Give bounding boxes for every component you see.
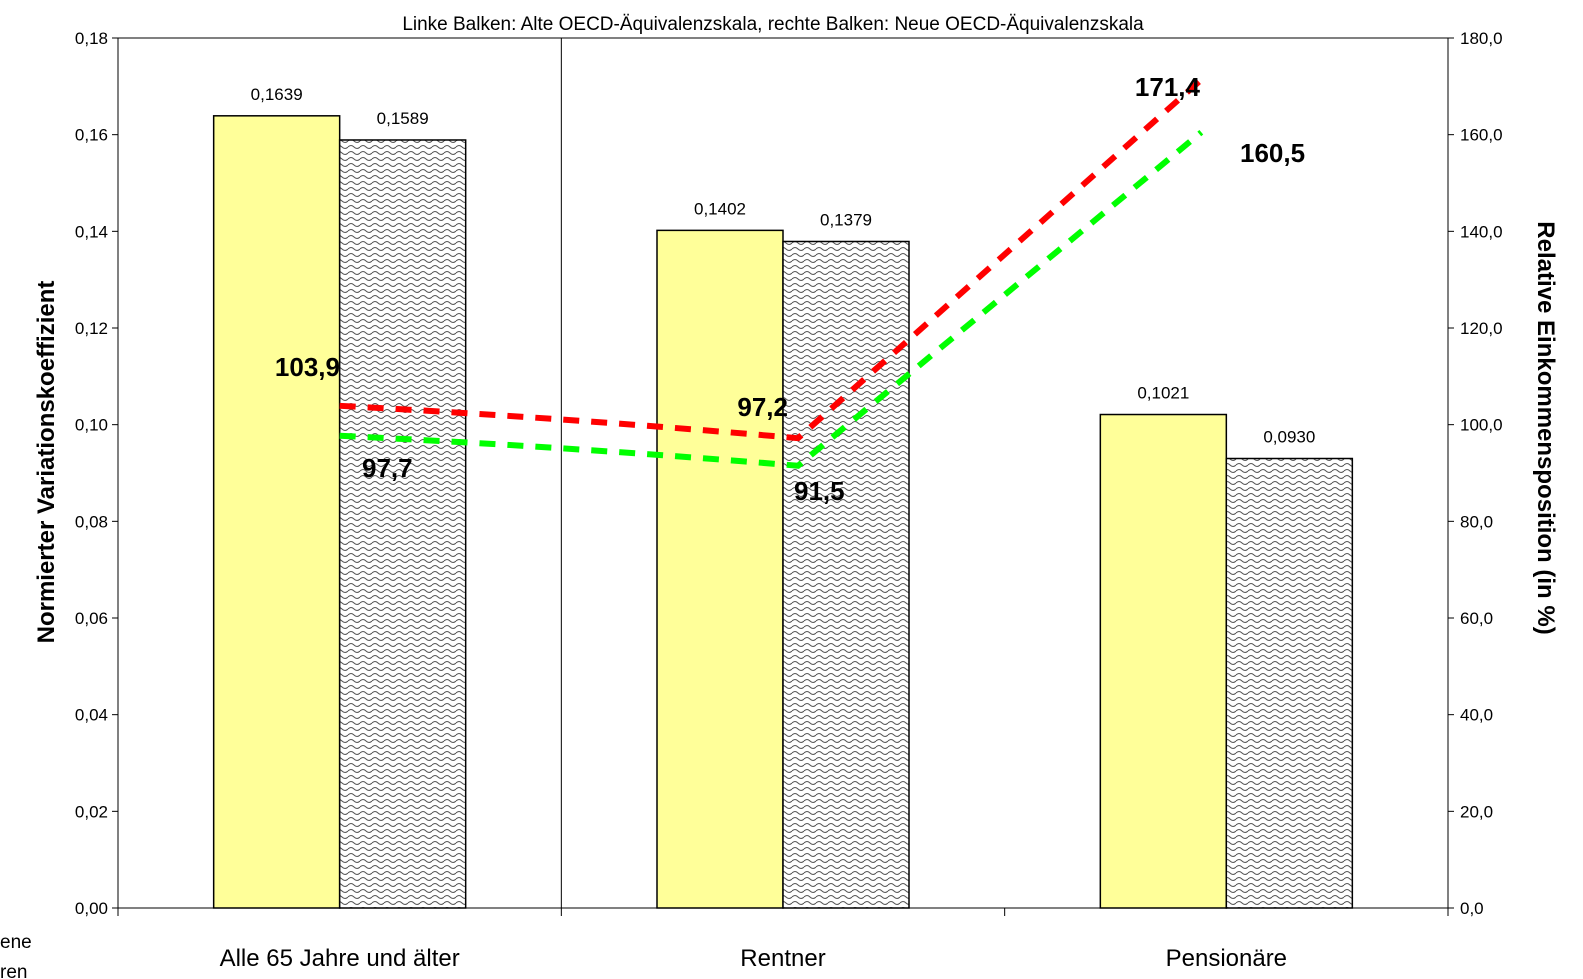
series-line [339, 129, 1204, 469]
y2-axis-label: Relative Einkommensposition (in %) [1532, 221, 1559, 634]
y-tick-label: 0,18 [75, 29, 108, 48]
y2-tick-label: 0,0 [1460, 899, 1484, 918]
y2-tick-label: 20,0 [1460, 802, 1493, 821]
y-tick-label: 0,08 [75, 512, 108, 531]
y-tick-label: 0,10 [75, 416, 108, 435]
bar [1099, 413, 1228, 909]
line-value-label: 171,4 [1135, 72, 1201, 102]
cutoff-text-1: ene [0, 932, 32, 953]
line-value-label: 103,9 [275, 352, 340, 382]
y2-tick-label: 180,0 [1460, 29, 1503, 48]
y2-tick-label: 140,0 [1460, 222, 1503, 241]
cutoff-text-2: ren [0, 962, 27, 979]
line-value-label: 91,5 [794, 476, 845, 506]
bar-value-label: 0,1589 [377, 109, 429, 128]
line-value-label: 160,5 [1240, 138, 1305, 168]
x-category-label: Rentner [740, 945, 825, 972]
y-tick-label: 0,04 [75, 706, 108, 725]
chart-title: Linke Balken: Alte OECD-Äquivalenzskala,… [402, 14, 1144, 35]
y-tick-label: 0,14 [75, 222, 108, 241]
y2-tick-label: 160,0 [1460, 126, 1503, 145]
bar-value-label: 0,1021 [1137, 384, 1189, 403]
y-tick-label: 0,12 [75, 319, 108, 338]
y-tick-label: 0,02 [75, 802, 108, 821]
line-value-label: 97,7 [362, 453, 413, 483]
bar [1225, 457, 1354, 909]
bar-value-label: 0,1402 [694, 199, 746, 218]
plot-area: 0,00 0,02 0,04 0,06 0,08 0,10 0,12 0,14 0,16 0,18… [75, 29, 1503, 972]
y-tick-label: 0,00 [75, 899, 108, 918]
y2-tick-label: 100,0 [1460, 416, 1503, 435]
bar [338, 139, 467, 909]
bar [782, 240, 910, 909]
line-value-label: 97,2 [737, 392, 788, 422]
x-category-label: Alle 65 Jahre und älter [220, 945, 460, 972]
y2-tick-label: 80,0 [1460, 512, 1493, 531]
y2-tick-label: 60,0 [1460, 609, 1493, 628]
y-tick-label: 0,16 [75, 126, 108, 145]
series-line [339, 77, 1204, 442]
y2-tick-label: 40,0 [1460, 706, 1493, 725]
bar-value-label: 0,1639 [251, 85, 303, 104]
y2-tick-label: 120,0 [1460, 319, 1503, 338]
y-axis-label: Normierter Variationskoeffizient [33, 281, 60, 644]
bar [656, 229, 784, 909]
x-category-label: Pensionäre [1166, 945, 1287, 972]
y-tick-label: 0,06 [75, 609, 108, 628]
bar-value-label: 0,0930 [1263, 428, 1315, 447]
bar [212, 115, 341, 909]
bar-value-label: 0,1379 [820, 210, 872, 229]
